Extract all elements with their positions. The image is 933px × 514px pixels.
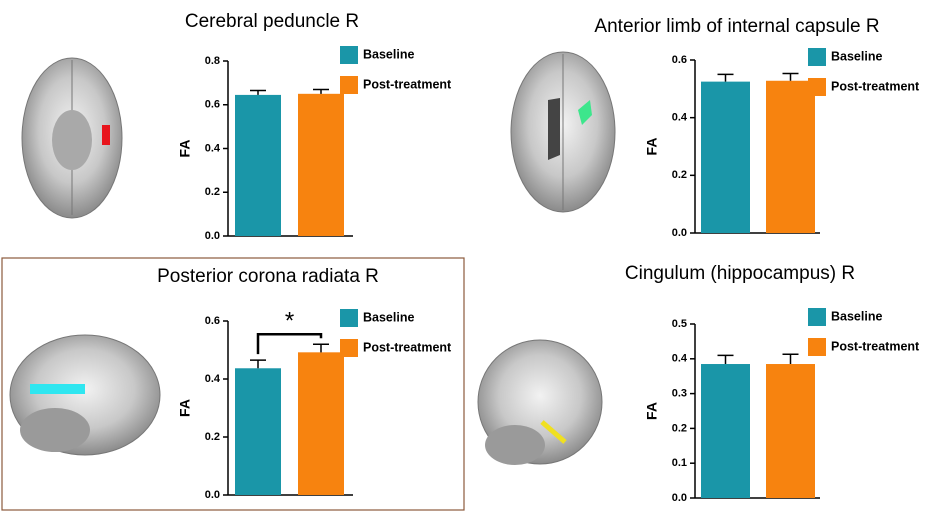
y-tick-label: 0.4 [205, 142, 221, 154]
y-tick-label: 0.2 [672, 422, 687, 434]
legend-label: Baseline [363, 47, 414, 61]
chart-title: Cerebral peduncle R [185, 11, 359, 32]
annotation: * [285, 308, 294, 335]
y-tick-label: 0.1 [672, 457, 687, 469]
error-bar [313, 88, 329, 94]
brain-image [21, 57, 123, 219]
legend-label: Post-treatment [831, 339, 920, 353]
brain-image [9, 334, 161, 456]
brain-image [510, 51, 616, 213]
legend-swatch [808, 78, 826, 96]
legend-label: Post-treatment [363, 77, 452, 91]
y-tick-label: 0.0 [672, 492, 687, 504]
y-tick-label: 0.2 [205, 431, 220, 443]
significance-bracket [256, 332, 323, 355]
error-bar [782, 72, 799, 81]
legend-swatch [340, 339, 358, 357]
bar [766, 364, 815, 498]
legend-swatch [340, 46, 358, 64]
legend-swatch [808, 308, 826, 326]
bar [701, 364, 750, 498]
legend-label: Baseline [363, 310, 414, 324]
y-tick-label: 0.0 [205, 230, 220, 242]
y-axis-label: FA [177, 399, 193, 417]
legend-label: Post-treatment [363, 340, 452, 354]
error-bar [313, 343, 329, 353]
error-bar [250, 89, 266, 95]
y-tick-label: 0.8 [205, 55, 220, 67]
bar [235, 368, 281, 495]
bar [298, 93, 344, 236]
y-tick-label: 0.3 [672, 388, 687, 400]
chart-title: Cingulum (hippocampus) R [625, 263, 855, 284]
y-tick-label: 0.2 [205, 186, 220, 198]
y-tick-label: 0.4 [672, 353, 688, 365]
legend-swatch [340, 76, 358, 94]
legend-swatch [340, 309, 358, 327]
legend-label: Baseline [831, 309, 882, 323]
bar [701, 81, 750, 233]
legend-label: Post-treatment [831, 79, 920, 93]
brain-image [477, 339, 603, 465]
error-bar [717, 73, 734, 82]
chart-title: Posterior corona radiata R [157, 266, 379, 287]
y-tick-label: 0.0 [672, 227, 687, 239]
error-bar [250, 359, 266, 369]
y-tick-label: 0.5 [672, 318, 687, 330]
bar [235, 94, 281, 236]
y-tick-label: 0.4 [205, 373, 221, 385]
y-tick-label: 0.6 [205, 315, 220, 327]
bar [298, 352, 344, 495]
y-axis-label: FA [644, 138, 660, 156]
bar [766, 80, 815, 233]
chart-title: Anterior limb of internal capsule R [594, 16, 879, 37]
y-axis-label: FA [177, 140, 193, 158]
y-tick-label: 0.6 [672, 54, 687, 66]
error-bar [782, 353, 799, 365]
legend-label: Baseline [831, 49, 882, 63]
legend-swatch [808, 338, 826, 356]
legend-swatch [808, 48, 826, 66]
y-tick-label: 0.4 [672, 112, 688, 124]
y-tick-label: 0.0 [205, 489, 220, 501]
y-tick-label: 0.2 [672, 169, 687, 181]
y-tick-label: 0.6 [205, 99, 220, 111]
y-axis-label: FA [644, 402, 660, 420]
error-bar [717, 354, 734, 365]
panel-border [1, 257, 465, 511]
